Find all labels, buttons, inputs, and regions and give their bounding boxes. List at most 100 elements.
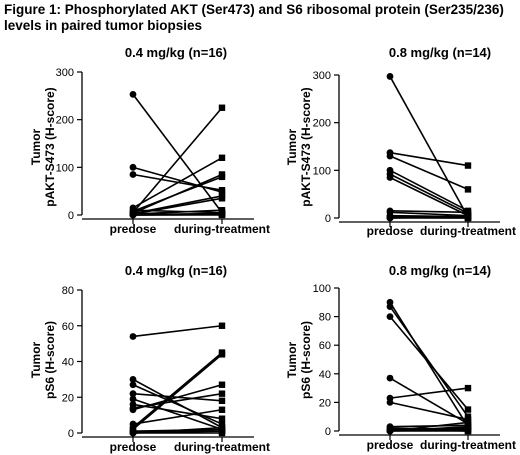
predose-point-16	[129, 429, 137, 437]
y-tick-label: 0	[68, 210, 74, 222]
chart-title: 0.4 mg/kg (n=16)	[125, 45, 227, 60]
paired-line-2	[389, 306, 469, 418]
chart-panel-2: 0.8 mg/kg (n=14) TumorpAKT-S473 (H-score)…	[285, 45, 516, 238]
paired-line-8	[132, 383, 223, 411]
y-tick-label: 200	[56, 115, 74, 127]
predose-point-2	[129, 375, 137, 383]
paired-line-7	[132, 107, 223, 214]
paired-line-11	[132, 353, 223, 431]
paired-line-8	[132, 173, 223, 214]
predose-point-4	[129, 390, 137, 398]
treatment-point-3	[218, 187, 226, 194]
paired-line-6	[132, 403, 223, 420]
y-axis-label-line-2: pS6 (H-score)	[299, 321, 313, 399]
predose-point-14	[386, 214, 394, 222]
paired-line-16	[132, 213, 223, 216]
paired-line-5	[132, 398, 223, 431]
predose-point-1	[386, 73, 394, 80]
predose-point-5	[129, 395, 137, 403]
y-tick-label: 300	[313, 70, 331, 82]
predose-point-3	[129, 381, 137, 389]
y-axis-label-line-2: pS6 (H-score)	[43, 321, 57, 399]
y-axis-label-line-1: Tumor	[285, 128, 299, 165]
predose-point-6	[386, 174, 394, 181]
x-category-label: predose	[367, 438, 414, 452]
paired-line-3	[389, 155, 469, 191]
predose-point-2	[129, 163, 137, 171]
predose-point-3	[386, 313, 394, 320]
x-category-label: predose	[110, 222, 157, 236]
treatment-point-6	[218, 415, 226, 422]
y-tick-label: 0	[325, 426, 331, 438]
x-category-label: during-treatment	[174, 440, 270, 454]
x-category-label: during-treatment	[420, 224, 516, 238]
paired-line-6	[389, 176, 469, 217]
y-tick-label: 0	[325, 213, 331, 225]
treatment-point-13	[464, 423, 472, 430]
treatment-point-5	[464, 384, 472, 392]
paired-line-6	[389, 401, 469, 421]
figure-title: Figure 1: Phosphorylated AKT (Ser473) an…	[4, 2, 516, 34]
paired-line-4	[132, 157, 223, 209]
paired-line-14	[389, 216, 469, 219]
paired-line-7	[389, 210, 469, 214]
paired-line-1	[132, 324, 223, 338]
paired-line-10	[132, 197, 223, 215]
y-tick-label: 100	[313, 283, 331, 295]
chart-title: 0.8 mg/kg (n=14)	[389, 263, 491, 278]
y-tick-label: 20	[319, 397, 331, 409]
chart-panel-1: 0.4 mg/kg (n=16) TumorpAKT-S473 (H-score)…	[29, 45, 270, 236]
y-tick-label: 300	[56, 67, 74, 79]
y-tick-label: 40	[319, 369, 331, 381]
predose-point-3	[129, 171, 137, 178]
y-tick-label: 80	[62, 285, 74, 297]
paired-line-8	[389, 211, 469, 217]
treatment-point-14	[464, 213, 472, 221]
treatment-point-10	[218, 195, 226, 202]
predose-point-3	[386, 152, 394, 160]
y-tick-label: 100	[313, 165, 331, 177]
treatment-point-16	[218, 210, 226, 218]
predose-point-8	[129, 406, 137, 414]
paired-line-9	[132, 408, 223, 425]
paired-line-14	[389, 421, 469, 432]
treatment-point-9	[218, 406, 226, 413]
y-axis-label-line-1: Tumor	[29, 341, 43, 378]
paired-line-3	[389, 316, 469, 411]
y-axis-label: TumorpS6 (H-score)	[285, 321, 313, 399]
y-axis-label: TumorpS6 (H-score)	[29, 321, 57, 399]
treatment-point-8	[218, 171, 226, 178]
y-axis-label-line-1: Tumor	[29, 128, 43, 165]
treatment-point-3	[464, 406, 472, 413]
y-tick-label: 200	[313, 118, 331, 130]
x-category-label: predose	[110, 440, 157, 454]
y-tick-label: 60	[62, 321, 74, 333]
figure-title-line-1: Figure 1: Phosphorylated AKT (Ser473) an…	[4, 2, 504, 17]
chart-panel-3: 0.4 mg/kg (n=16) TumorpS6 (H-score) 0 20 40 6…	[29, 263, 270, 454]
paired-line-2	[389, 151, 469, 167]
paired-line-5	[389, 173, 469, 214]
treatment-point-4	[218, 154, 226, 161]
figure-title-line-2: levels in paired tumor biopsies	[4, 18, 203, 33]
treatment-point-7	[464, 209, 472, 216]
x-category-label: during-treatment	[420, 438, 516, 452]
paired-line-16	[132, 430, 223, 434]
y-tick-label: 100	[56, 162, 74, 174]
predose-point-4	[386, 374, 394, 382]
chart-title: 0.8 mg/kg (n=14)	[389, 45, 491, 60]
treatment-point-1	[218, 322, 226, 329]
treatment-point-4	[218, 397, 226, 405]
y-axis-label-line-1: Tumor	[285, 341, 299, 378]
paired-line-3	[132, 384, 223, 425]
y-axis-label: TumorpAKT-S473 (H-score)	[285, 87, 313, 206]
x-category-label: during-treatment	[174, 222, 270, 236]
treatment-point-11	[218, 207, 226, 214]
chart-panel-4: 0.8 mg/kg (n=14) TumorpS6 (H-score) 0 20 40 6…	[285, 263, 516, 452]
treatment-point-7	[218, 390, 226, 397]
predose-point-1	[129, 91, 137, 98]
y-axis-label-line-2: pAKT-S473 (H-score)	[43, 87, 57, 206]
predose-point-2	[386, 303, 394, 310]
paired-line-11	[132, 209, 223, 215]
treatment-point-15	[218, 424, 226, 431]
